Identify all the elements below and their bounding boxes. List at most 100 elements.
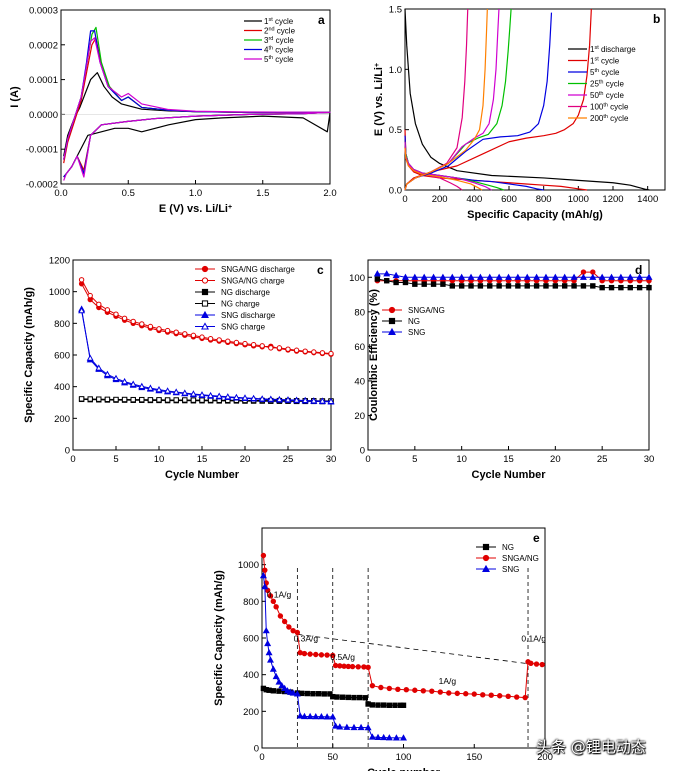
panel-e-series-3-marker: [357, 723, 365, 731]
panel-d-series-3-marker: [551, 273, 559, 280]
panel-e-annotation-1: 0.1A/g: [267, 590, 292, 600]
panel-c-series-2-marker: [104, 307, 111, 313]
panel-c-series-6-line: [81, 310, 332, 402]
panel-e-ytick-label: 0: [254, 744, 259, 755]
panel-c-series-6-marker: [310, 397, 318, 404]
panel-a-legend-label-5-sup: th: [268, 55, 273, 61]
panel-b-xtick-label: 0: [402, 194, 407, 205]
panel-c-legend-marker-2: [201, 277, 209, 284]
panel-d-legend-marker-3: [388, 327, 396, 335]
panel-b-legend-label-3: 5th cycle: [590, 68, 620, 77]
panel-a-series-5-line: [63, 37, 331, 181]
panel-c-legend-marker-3: [201, 288, 209, 296]
panel-c-ytick-label: 0: [65, 446, 70, 457]
panel-d-series-3-marker: [495, 273, 503, 280]
panel-c-series-2-marker: [121, 315, 128, 321]
panel-a-xtick-label: 1.5: [256, 188, 269, 199]
panel-c-ytick-label: 400: [54, 382, 70, 393]
panel-e-letter: e: [533, 531, 540, 545]
panel-e-series-2-marker: [497, 693, 503, 699]
panel-d-series-3-marker: [579, 273, 587, 280]
panel-a-legend-label-2-sup: nd: [268, 27, 274, 33]
panel-c-series-6-marker: [86, 354, 94, 361]
panel-c-series-6-marker: [95, 364, 103, 371]
panel-d-series-2-marker: [636, 284, 643, 291]
panel-e-series-1-marker: [276, 688, 282, 694]
panel-e-series-2-marker: [270, 598, 277, 605]
panel-a-xtick-label: 2.0: [323, 188, 336, 199]
panel-d-series-2-marker: [562, 283, 568, 289]
panel-d-series-2-marker: [496, 283, 502, 289]
panel-c-xtick-label: 10: [154, 454, 165, 465]
panel-e-series-3-marker: [374, 733, 382, 740]
panel-e-trend-line: [297, 633, 529, 665]
panel-b-legend-label-2: 1st cycle: [590, 57, 620, 66]
panel-e-annotation-2: 0.3A/g: [294, 634, 319, 644]
panel-e-legend-marker-3: [482, 564, 490, 572]
panel-e-series-1-marker: [304, 690, 310, 697]
panel-e-series-3-marker: [275, 678, 283, 685]
panel-e-series-2-marker: [355, 664, 361, 670]
panel-e-series-1-marker: [386, 702, 393, 708]
panel-e-series-2-marker: [403, 687, 410, 693]
panel-a-legend-label-3-sup: rd: [268, 36, 273, 42]
panel-e-series-3-marker: [289, 689, 297, 696]
panel-c-series-2-marker: [293, 347, 300, 353]
panel-e-series-1-marker: [400, 702, 407, 708]
panel-d-series-3-marker: [598, 273, 606, 280]
panel-e-series-2-marker: [522, 694, 528, 701]
panel-e-ytick-label: 200: [243, 707, 259, 718]
panel-c-series-4-marker: [156, 397, 162, 403]
panel-b-legend-label-3-rest: cycle: [599, 68, 620, 77]
panel-a-legend-label-1-rest: cycle: [273, 17, 294, 26]
panel-a-legend-label-3: 3rd cycle: [264, 36, 294, 45]
panel-c-series-5-line: [81, 308, 332, 403]
panel-c-series-2-marker: [113, 311, 119, 317]
panel-e-series-1-marker: [375, 702, 381, 708]
panel-a-ytick-label: 0.0000: [29, 110, 58, 121]
panel-d-xtick-label: 10: [456, 454, 467, 465]
panel-c-series-2-marker: [319, 350, 326, 356]
panel-e-series-3-marker: [350, 723, 358, 731]
panel-d-series-3-marker: [476, 273, 484, 280]
panel-c-series-2-marker: [139, 321, 145, 327]
panel-a-ytick-label: 0.0003: [29, 6, 58, 17]
panel-d-series-3-marker: [533, 273, 541, 280]
panel-b-series-6-line: [404, 8, 469, 191]
panel-b-legend-label-4: 25th cycle: [590, 80, 625, 89]
panel-e-series-3-marker: [364, 723, 372, 731]
panel-d-series-3-marker: [430, 273, 438, 280]
panel-b-series-3-line: [404, 12, 553, 191]
panel-c-series-2-marker: [130, 318, 136, 325]
panel-d-legend-label-1: SNGA/NG: [408, 306, 445, 315]
panel-c-series-6-marker: [301, 396, 309, 404]
panel-c-series-2-marker: [268, 345, 274, 351]
panel-e-series-2-marker: [290, 627, 296, 634]
panel-e-series-3-marker: [323, 713, 331, 720]
panel-c-series-6-marker: [267, 395, 275, 402]
panel-c-ytick-label: 1000: [49, 287, 70, 298]
panel-e-series-3-marker: [336, 723, 344, 730]
panel-e-series-3-marker: [380, 733, 388, 741]
panel-d-series-3-marker: [561, 273, 569, 280]
panel-d-series-3-marker: [373, 270, 381, 277]
panel-e-series-3-marker: [296, 712, 304, 719]
panel-c-series-2-marker: [147, 323, 154, 330]
panel-e-series-3-line: [262, 575, 404, 739]
panel-c-legend-label-4: NG charge: [221, 300, 260, 309]
panel-d-series-3-marker: [608, 273, 616, 280]
panel-d-series-3-marker: [514, 273, 522, 280]
panel-c-series-2-marker: [182, 331, 188, 337]
panel-e-series-2-marker: [277, 613, 284, 619]
panel-e-series-2-marker: [429, 688, 435, 694]
panel-d-series-2-marker: [618, 284, 624, 291]
panel-c-ytick-label: 800: [54, 319, 70, 330]
panel-c-series-6-marker: [138, 382, 146, 389]
panel-e-series-3-marker: [265, 648, 273, 656]
panel-e-series-1-marker: [339, 694, 346, 700]
panel-b-legend-label-6-rest: cycle: [608, 103, 629, 112]
panel-d-series-3-marker: [392, 271, 400, 279]
panel-c-series-6-marker: [293, 396, 301, 403]
panel-a-xlabel-sup: +: [228, 204, 232, 211]
panel-e-series-3-marker: [385, 734, 393, 741]
